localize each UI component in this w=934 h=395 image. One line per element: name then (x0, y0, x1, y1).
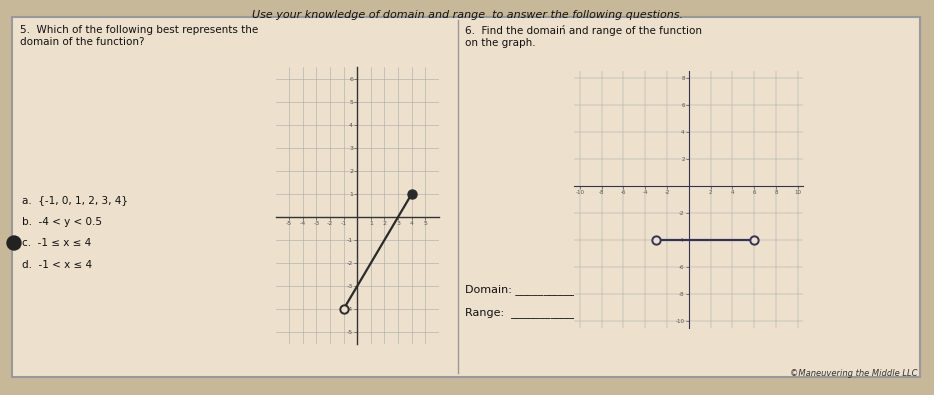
Text: ©Maneuvering the Middle LLC: ©Maneuvering the Middle LLC (790, 369, 918, 378)
Text: Range:  _______________________: Range: _______________________ (465, 308, 641, 318)
Text: b.  -4 < y < 0.5: b. -4 < y < 0.5 (22, 217, 102, 227)
Text: 6.  Find the domaiń and range of the function
on the graph.: 6. Find the domaiń and range of the fun… (465, 25, 702, 48)
Text: 5.  Which of the following best represents the
domain of the function?: 5. Which of the following best represent… (20, 25, 258, 47)
Text: a.  {-1, 0, 1, 2, 3, 4}: a. {-1, 0, 1, 2, 3, 4} (22, 195, 128, 205)
Text: d.  -1 < x ≤ 4: d. -1 < x ≤ 4 (22, 260, 92, 270)
Text: Domain: _______________________: Domain: _______________________ (465, 284, 644, 295)
Circle shape (7, 236, 21, 250)
Text: Use your knowledge of domain and range  to answer the following questions.: Use your knowledge of domain and range t… (251, 10, 683, 20)
Text: c.  -1 ≤ x ≤ 4: c. -1 ≤ x ≤ 4 (22, 238, 92, 248)
